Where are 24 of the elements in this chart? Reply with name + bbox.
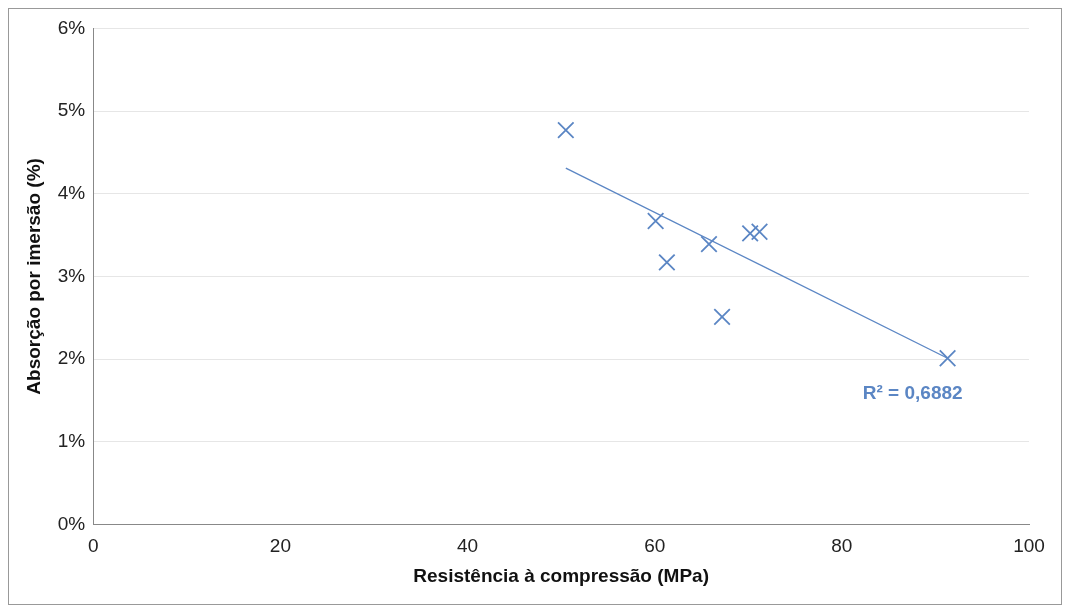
x-tick-label: 20 bbox=[269, 535, 291, 557]
y-tick-label: 4% bbox=[57, 181, 86, 203]
point bbox=[741, 224, 759, 243]
point bbox=[938, 349, 957, 367]
x-tick-label: 40 bbox=[456, 535, 479, 557]
x-axis-title: Resistência à compressão (MPa) bbox=[413, 564, 709, 586]
y-tick-label: 1% bbox=[57, 429, 86, 451]
y-tick-label: 3% bbox=[57, 264, 86, 286]
x-tick-label: 0 bbox=[87, 535, 99, 557]
x-tick-label: 60 bbox=[644, 535, 666, 557]
y-tick-label: 6% bbox=[57, 16, 86, 38]
point bbox=[646, 212, 665, 230]
x-tick-label: 80 bbox=[831, 535, 853, 557]
point bbox=[700, 235, 718, 253]
y-tick-label: 0% bbox=[57, 512, 86, 534]
point bbox=[557, 121, 575, 139]
y-tick-label: 5% bbox=[57, 99, 86, 121]
point bbox=[658, 253, 676, 272]
point bbox=[750, 223, 769, 241]
y-axis-title: Absorção por imersão (%) bbox=[22, 158, 44, 395]
y-tick-label: 2% bbox=[57, 347, 86, 369]
x-tick-label: 100 bbox=[1013, 535, 1045, 557]
annotation: R² = 0,6882 bbox=[862, 382, 963, 404]
point bbox=[713, 308, 731, 326]
